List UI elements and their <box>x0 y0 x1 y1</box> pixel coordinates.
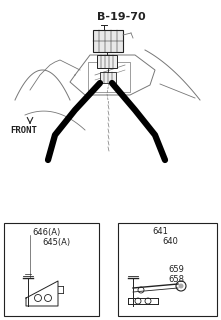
Bar <box>97 55 117 68</box>
Text: 645(A): 645(A) <box>42 237 70 246</box>
Circle shape <box>179 284 183 289</box>
Text: 659: 659 <box>168 266 184 275</box>
Text: 641: 641 <box>152 228 168 236</box>
Text: FRONT: FRONT <box>10 125 37 134</box>
Text: B-19-70: B-19-70 <box>97 12 145 22</box>
Bar <box>4 223 99 316</box>
Bar <box>100 72 116 83</box>
Text: 646(A): 646(A) <box>32 228 60 236</box>
Text: 640: 640 <box>162 237 178 246</box>
Bar <box>118 223 217 316</box>
Bar <box>93 30 123 52</box>
Text: 658: 658 <box>168 276 184 284</box>
